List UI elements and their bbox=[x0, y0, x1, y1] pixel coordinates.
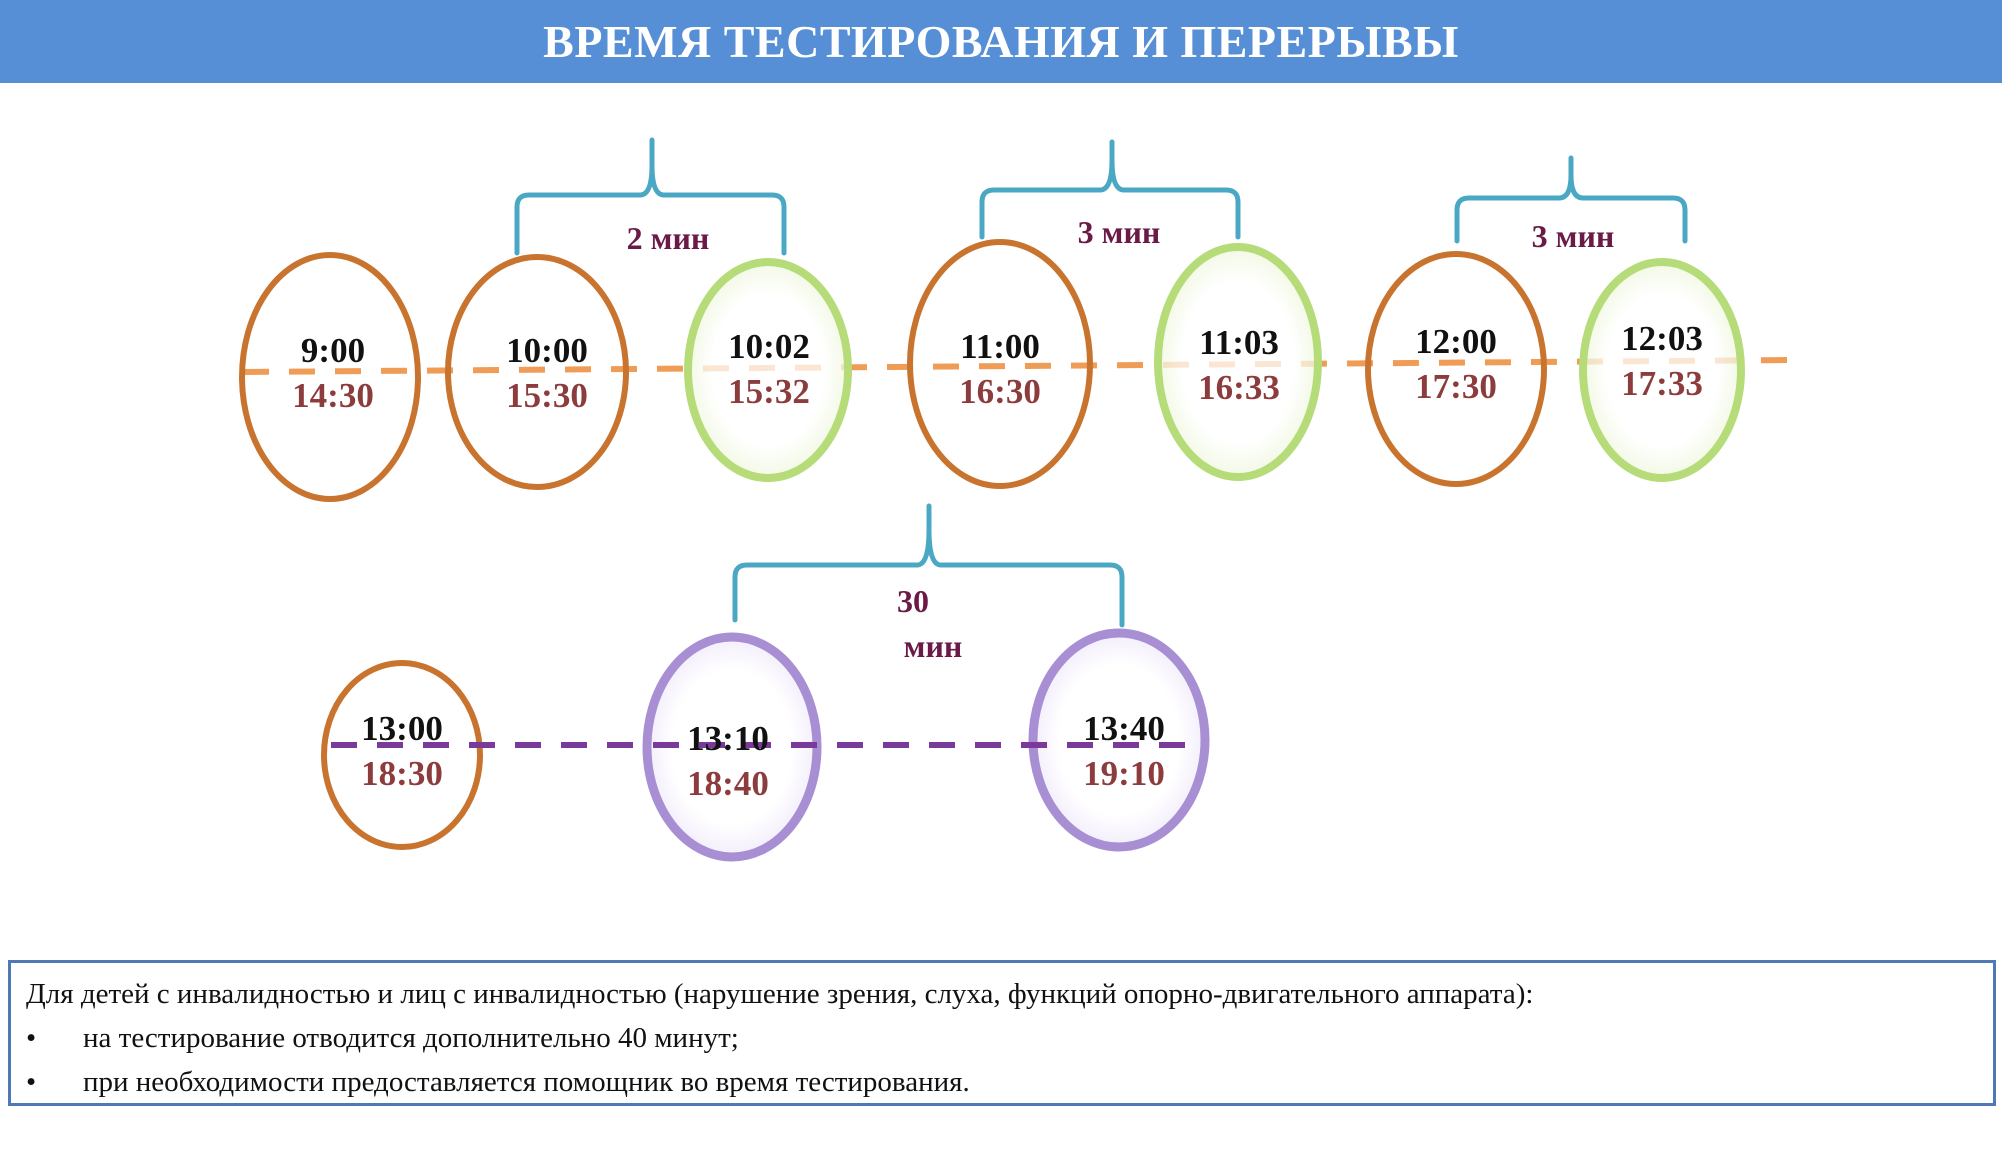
time-top: 9:00 bbox=[301, 331, 365, 370]
header-bar: ВРЕМЯ ТЕСТИРОВАНИЯ И ПЕРЕРЫВЫ bbox=[0, 0, 2002, 83]
row2-nodes bbox=[321, 628, 1210, 862]
time-top: 13:40 bbox=[1083, 709, 1165, 748]
time-bottom: 15:32 bbox=[728, 372, 810, 411]
note-item-text: на тестирование отводится дополнительно … bbox=[83, 1022, 739, 1054]
time-bottom: 17:30 bbox=[1415, 367, 1497, 406]
break-ellipse-10-02 bbox=[684, 258, 852, 482]
row2-times: 13:00 18:30 13:10 18:40 13:40 19:10 bbox=[361, 709, 1165, 803]
session-ellipse-11-00 bbox=[907, 239, 1093, 489]
session-ellipse-10-00 bbox=[445, 254, 629, 490]
time-top: 12:03 bbox=[1621, 319, 1703, 358]
bullet: • bbox=[26, 1022, 37, 1054]
brace-label-30: 30 bbox=[897, 583, 929, 619]
brace-3min-2 bbox=[1454, 155, 1688, 244]
brace-label-3min-2: 3 мин bbox=[1532, 218, 1615, 254]
brace-label-min: мин bbox=[904, 628, 963, 664]
brace-30min bbox=[732, 503, 1125, 628]
time-bottom: 16:30 bbox=[959, 372, 1041, 411]
time-top: 10:02 bbox=[728, 327, 810, 366]
time-top: 13:10 bbox=[687, 719, 769, 758]
break-ellipse-11-03 bbox=[1154, 243, 1322, 481]
time-bottom: 15:30 bbox=[506, 376, 588, 415]
time-bottom: 18:40 bbox=[687, 764, 769, 803]
session-ellipse-9-00 bbox=[239, 252, 421, 502]
time-bottom: 17:33 bbox=[1621, 364, 1703, 403]
time-bottom: 19:10 bbox=[1083, 754, 1165, 793]
row1-times: 9:00 14:30 10:00 15:30 10:02 15:32 11:00… bbox=[292, 319, 1703, 415]
time-bottom: 18:30 bbox=[361, 754, 443, 793]
time-top: 11:03 bbox=[1199, 323, 1279, 362]
time-bottom: 16:33 bbox=[1198, 368, 1280, 407]
note-intro: Для детей с инвалидностью и лиц с инвали… bbox=[26, 978, 1534, 1010]
row1-braces bbox=[514, 137, 1688, 256]
page-title: ВРЕМЯ ТЕСТИРОВАНИЯ И ПЕРЕРЫВЫ bbox=[543, 16, 1459, 67]
time-top: 10:00 bbox=[506, 331, 588, 370]
note-item: • при необходимости предоставляется помо… bbox=[26, 1063, 1978, 1101]
timeline-row1 bbox=[242, 357, 1796, 375]
time-bottom: 14:30 bbox=[292, 376, 374, 415]
long-break-ellipse-13-40 bbox=[1028, 628, 1210, 852]
note-item-text: при необходимости предоставляется помощн… bbox=[83, 1066, 970, 1098]
row1-nodes bbox=[239, 239, 1745, 502]
brace-2min bbox=[514, 137, 787, 256]
note-item: • на тестирование отводится дополнительн… bbox=[26, 1019, 1978, 1057]
bullet: • bbox=[26, 1066, 37, 1098]
time-top: 13:00 bbox=[361, 709, 443, 748]
break-ellipse-12-03 bbox=[1579, 258, 1745, 482]
brace-label-2min: 2 мин bbox=[627, 220, 710, 256]
session-ellipse-13-00 bbox=[321, 660, 483, 850]
session-ellipse-12-00 bbox=[1365, 251, 1547, 487]
time-top: 11:00 bbox=[960, 327, 1040, 366]
accessibility-note: Для детей с инвалидностью и лиц с инвали… bbox=[8, 960, 1996, 1106]
time-top: 12:00 bbox=[1415, 322, 1497, 361]
brace-label-3min-1: 3 мин bbox=[1078, 214, 1161, 250]
brace-3min-1 bbox=[979, 139, 1241, 240]
